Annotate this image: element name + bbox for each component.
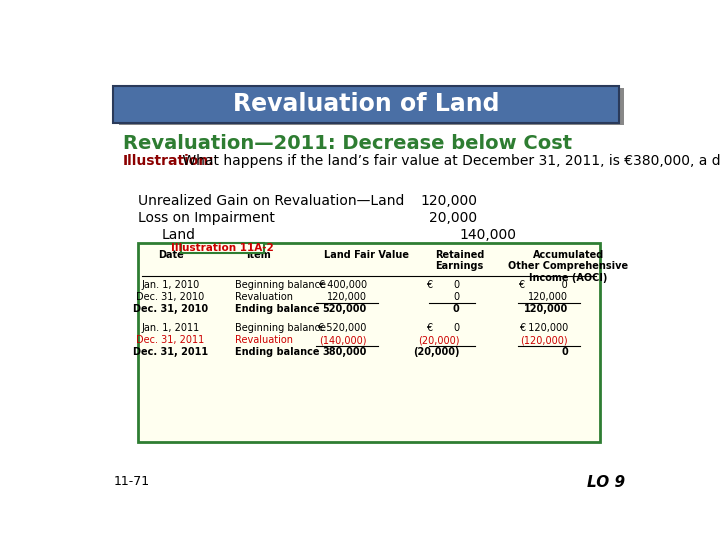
- Text: € 400,000: € 400,000: [318, 280, 366, 289]
- Text: €       0: € 0: [426, 323, 459, 333]
- Text: Revaluation: Revaluation: [235, 292, 293, 302]
- Text: Date: Date: [158, 249, 184, 260]
- Text: (20,000): (20,000): [413, 347, 459, 357]
- Text: 120,000: 120,000: [528, 292, 568, 302]
- Text: Illustration 11A-2: Illustration 11A-2: [171, 243, 274, 253]
- Text: Revaluation: Revaluation: [235, 335, 293, 345]
- Text: Land Fair Value: Land Fair Value: [324, 249, 409, 260]
- Text: 0: 0: [453, 304, 459, 314]
- Text: (120,000): (120,000): [521, 335, 568, 345]
- Text: Illustration:: Illustration:: [122, 154, 215, 168]
- Text: 120,000: 120,000: [524, 304, 568, 314]
- Text: 0: 0: [562, 347, 568, 357]
- Text: Accumulated
Other Comprehensive
Income (AOCI): Accumulated Other Comprehensive Income (…: [508, 249, 629, 283]
- Text: (140,000): (140,000): [319, 335, 366, 345]
- Text: Dec. 31, 2011: Dec. 31, 2011: [137, 335, 204, 345]
- Text: (20,000): (20,000): [418, 335, 459, 345]
- Text: Land: Land: [161, 228, 195, 242]
- Text: Ending balance: Ending balance: [235, 347, 320, 357]
- Text: Revaluation—2011: Decrease below Cost: Revaluation—2011: Decrease below Cost: [122, 134, 572, 153]
- Text: € 520,000: € 520,000: [318, 323, 366, 333]
- Text: 120,000: 120,000: [327, 292, 366, 302]
- Bar: [119, 88, 624, 125]
- Text: Item: Item: [246, 249, 271, 260]
- Text: 120,000: 120,000: [420, 194, 477, 208]
- Text: €            0: € 0: [518, 280, 568, 289]
- Text: What happens if the land’s fair value at December 31, 2011, is €380,000, a decre: What happens if the land’s fair value at…: [179, 154, 720, 168]
- Text: Beginning balance: Beginning balance: [235, 323, 326, 333]
- Bar: [113, 85, 618, 123]
- Text: Unrealized Gain on Revaluation—Land: Unrealized Gain on Revaluation—Land: [138, 194, 405, 208]
- Text: Dec. 31, 2011: Dec. 31, 2011: [133, 347, 208, 357]
- Text: Ending balance: Ending balance: [235, 304, 320, 314]
- Text: 20,000: 20,000: [429, 211, 477, 225]
- Text: 380,000: 380,000: [323, 347, 366, 357]
- Text: 0: 0: [454, 292, 459, 302]
- Bar: [138, 244, 600, 442]
- Bar: [181, 242, 264, 253]
- Text: 140,000: 140,000: [459, 228, 516, 242]
- Text: €       0: € 0: [426, 280, 459, 289]
- Text: Jan. 1, 2011: Jan. 1, 2011: [141, 323, 199, 333]
- Text: Revaluation of Land: Revaluation of Land: [233, 92, 499, 116]
- Text: Dec. 31, 2010: Dec. 31, 2010: [137, 292, 204, 302]
- Text: € 120,000: € 120,000: [519, 323, 568, 333]
- Text: 520,000: 520,000: [323, 304, 366, 314]
- Text: Jan. 1, 2010: Jan. 1, 2010: [141, 280, 199, 289]
- Text: Dec. 31, 2010: Dec. 31, 2010: [133, 304, 208, 314]
- Text: Loss on Impairment: Loss on Impairment: [138, 211, 275, 225]
- Text: 11-71: 11-71: [113, 475, 149, 488]
- Text: Beginning balance: Beginning balance: [235, 280, 326, 289]
- Text: LO 9: LO 9: [587, 475, 625, 490]
- Text: Retained
Earnings: Retained Earnings: [435, 249, 485, 271]
